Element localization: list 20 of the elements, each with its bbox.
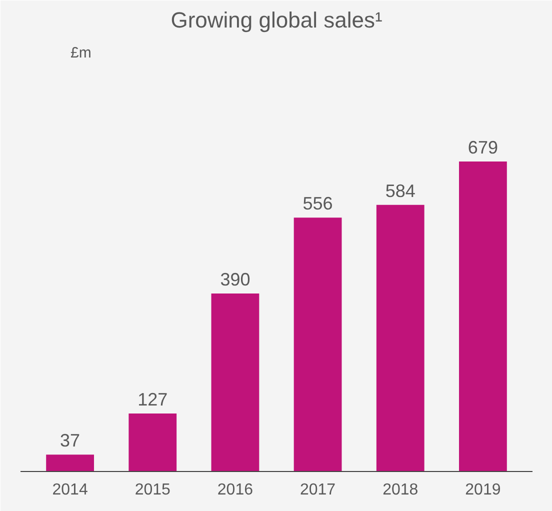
text: £m [70,44,92,62]
bar [294,218,342,472]
chart-title: Growing global sales¹ [170,8,382,32]
bar [459,162,507,472]
bar [128,414,177,472]
data-label: 390 [220,269,250,290]
data-label: 556 [302,194,333,214]
data-label: 679 [468,138,498,158]
x-tick-label: 2014 [52,482,88,498]
data-label: 37 [60,430,80,451]
bar [46,454,94,472]
data-label: 584 [385,180,416,201]
x-tick-label: 2017 [300,482,336,498]
x-tick-label: 2018 [382,482,418,498]
x-tick-label: 2019 [465,482,501,498]
bar [376,204,424,472]
data-label: 127 [138,390,168,410]
x-tick-label: 2015 [134,482,171,498]
bar [211,293,260,472]
x-tick-label: 2016 [217,482,254,498]
